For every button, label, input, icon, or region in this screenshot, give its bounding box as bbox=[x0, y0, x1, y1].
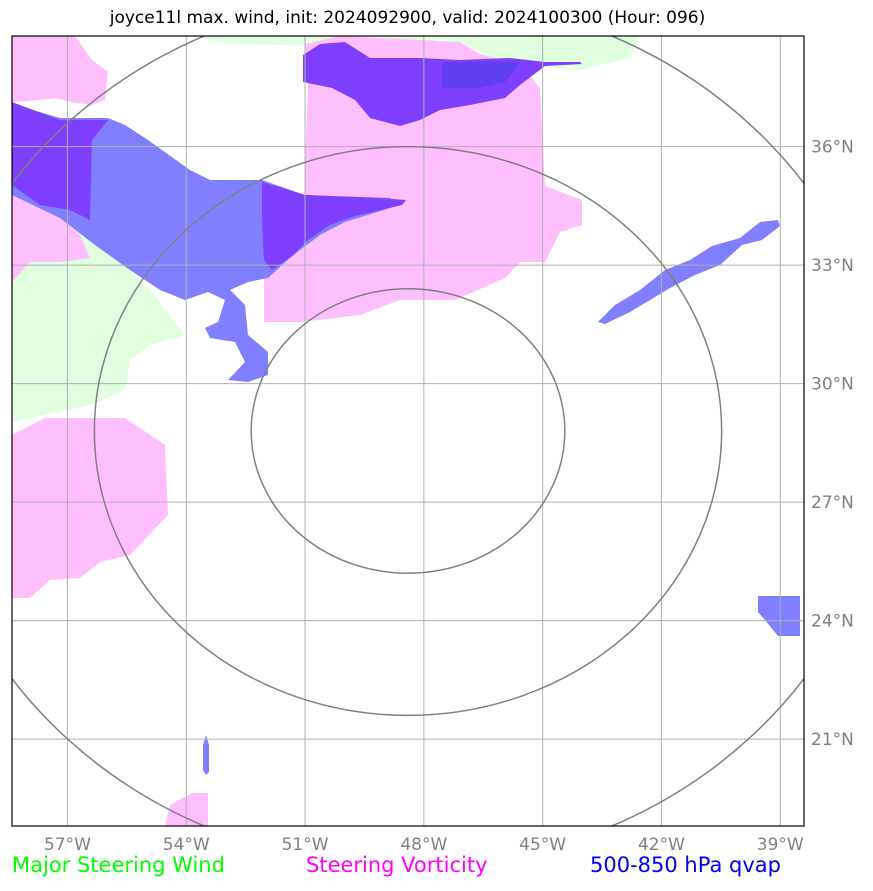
qvap-area-north-overlap bbox=[442, 62, 520, 88]
qvap-area-center-strong bbox=[262, 182, 406, 270]
range-ring bbox=[93, 145, 723, 717]
range-rings bbox=[12, 36, 804, 826]
axis-ticks: 57°W 54°W 51°W 48°W 45°W 42°W 39°W 36°N 33°N 30°N… bbox=[44, 138, 854, 855]
qvap-area-nw-strong bbox=[12, 102, 108, 220]
vorticity-area-nw bbox=[12, 36, 108, 105]
steering-vorticity-field bbox=[12, 36, 582, 826]
lat-tick-label: 24°N bbox=[811, 612, 854, 632]
qvap-area-south-sliver bbox=[203, 735, 209, 775]
vorticity-area-central bbox=[262, 36, 582, 322]
lon-tick-label: 39°W bbox=[757, 835, 804, 855]
lon-tick-label: 45°W bbox=[519, 835, 566, 855]
range-ring bbox=[250, 288, 566, 574]
vorticity-area-west-lower bbox=[12, 418, 168, 598]
wind-area-west bbox=[12, 210, 185, 422]
lon-tick-label: 54°W bbox=[163, 835, 210, 855]
vorticity-area-west-mid bbox=[12, 185, 90, 282]
lat-tick-label: 33°N bbox=[811, 256, 854, 276]
map-frame bbox=[11, 35, 805, 827]
qvap-area-southeast bbox=[758, 596, 800, 636]
lat-tick-label: 21°N bbox=[811, 730, 854, 750]
legend-major-steering-wind: Major Steering Wind bbox=[12, 853, 225, 877]
lat-tick-label: 30°N bbox=[811, 375, 854, 395]
lat-tick-label: 36°N bbox=[811, 138, 854, 158]
qvap-field bbox=[12, 42, 800, 775]
gridlines bbox=[12, 36, 804, 826]
legend-qvap: 500-850 hPa qvap bbox=[590, 853, 781, 877]
lon-tick-label: 51°W bbox=[282, 835, 329, 855]
map-title: joyce11l max. wind, init: 2024092900, va… bbox=[109, 8, 706, 28]
lon-tick-label: 48°W bbox=[400, 835, 447, 855]
lon-tick-label: 57°W bbox=[44, 835, 91, 855]
qvap-area-east-band bbox=[598, 220, 780, 324]
legend: Major Steering Wind Steering Vorticity 5… bbox=[0, 853, 873, 883]
lat-tick-label: 27°N bbox=[811, 493, 854, 513]
lon-tick-label: 42°W bbox=[638, 835, 685, 855]
legend-steering-vorticity: Steering Vorticity bbox=[306, 853, 488, 877]
qvap-area-nw bbox=[12, 104, 400, 382]
